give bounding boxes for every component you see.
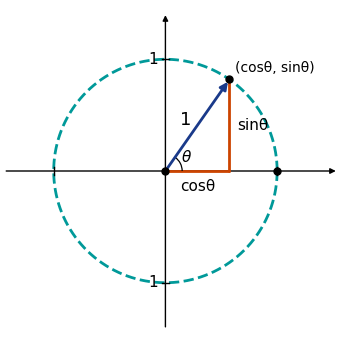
Text: 1: 1 [148, 275, 158, 290]
Text: (cosθ, sinθ): (cosθ, sinθ) [235, 61, 315, 75]
Text: θ: θ [182, 150, 191, 165]
Text: 1: 1 [148, 52, 158, 67]
Text: 1: 1 [180, 111, 192, 129]
Text: sinθ: sinθ [237, 118, 268, 133]
Text: cosθ: cosθ [180, 179, 215, 194]
